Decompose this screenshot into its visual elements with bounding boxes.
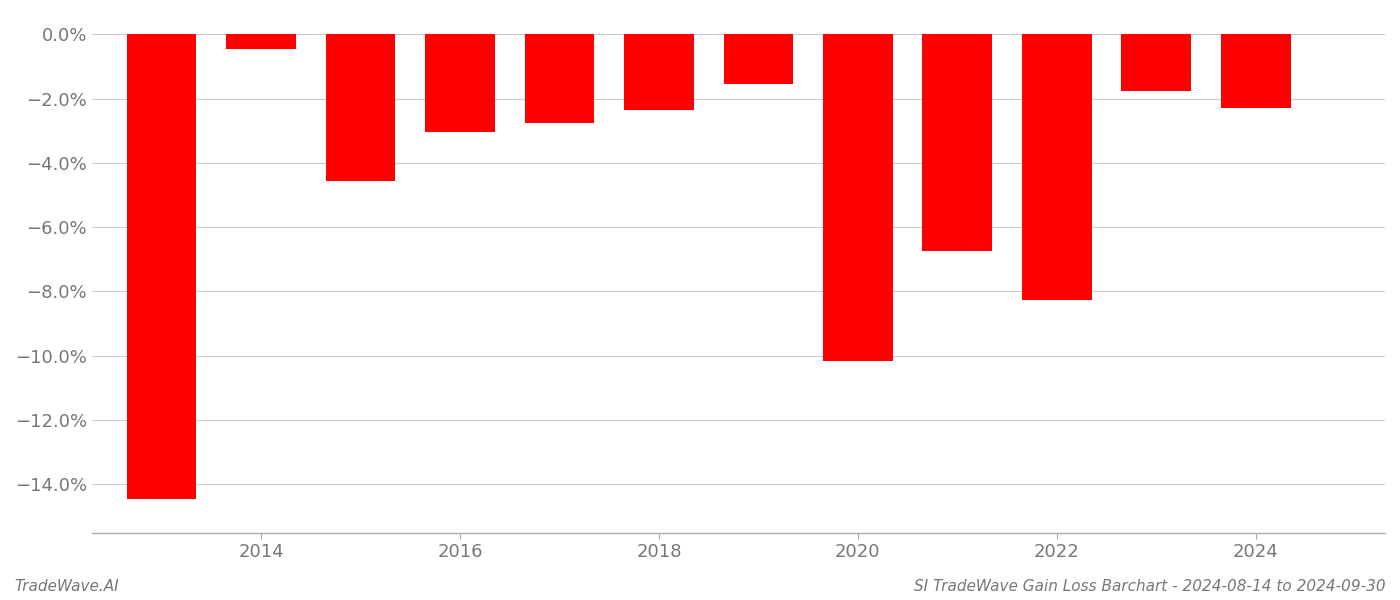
Bar — [525, 34, 594, 122]
Bar — [823, 34, 893, 361]
Bar — [1221, 34, 1291, 108]
Bar — [624, 34, 694, 110]
Bar — [1022, 34, 1092, 299]
Bar — [326, 34, 395, 181]
Bar — [1121, 34, 1191, 91]
Bar — [426, 34, 494, 133]
Bar — [227, 34, 295, 49]
Bar — [127, 34, 196, 499]
Bar — [923, 34, 993, 251]
Text: TradeWave.AI: TradeWave.AI — [14, 579, 119, 594]
Text: SI TradeWave Gain Loss Barchart - 2024-08-14 to 2024-09-30: SI TradeWave Gain Loss Barchart - 2024-0… — [914, 579, 1386, 594]
Bar — [724, 34, 794, 84]
